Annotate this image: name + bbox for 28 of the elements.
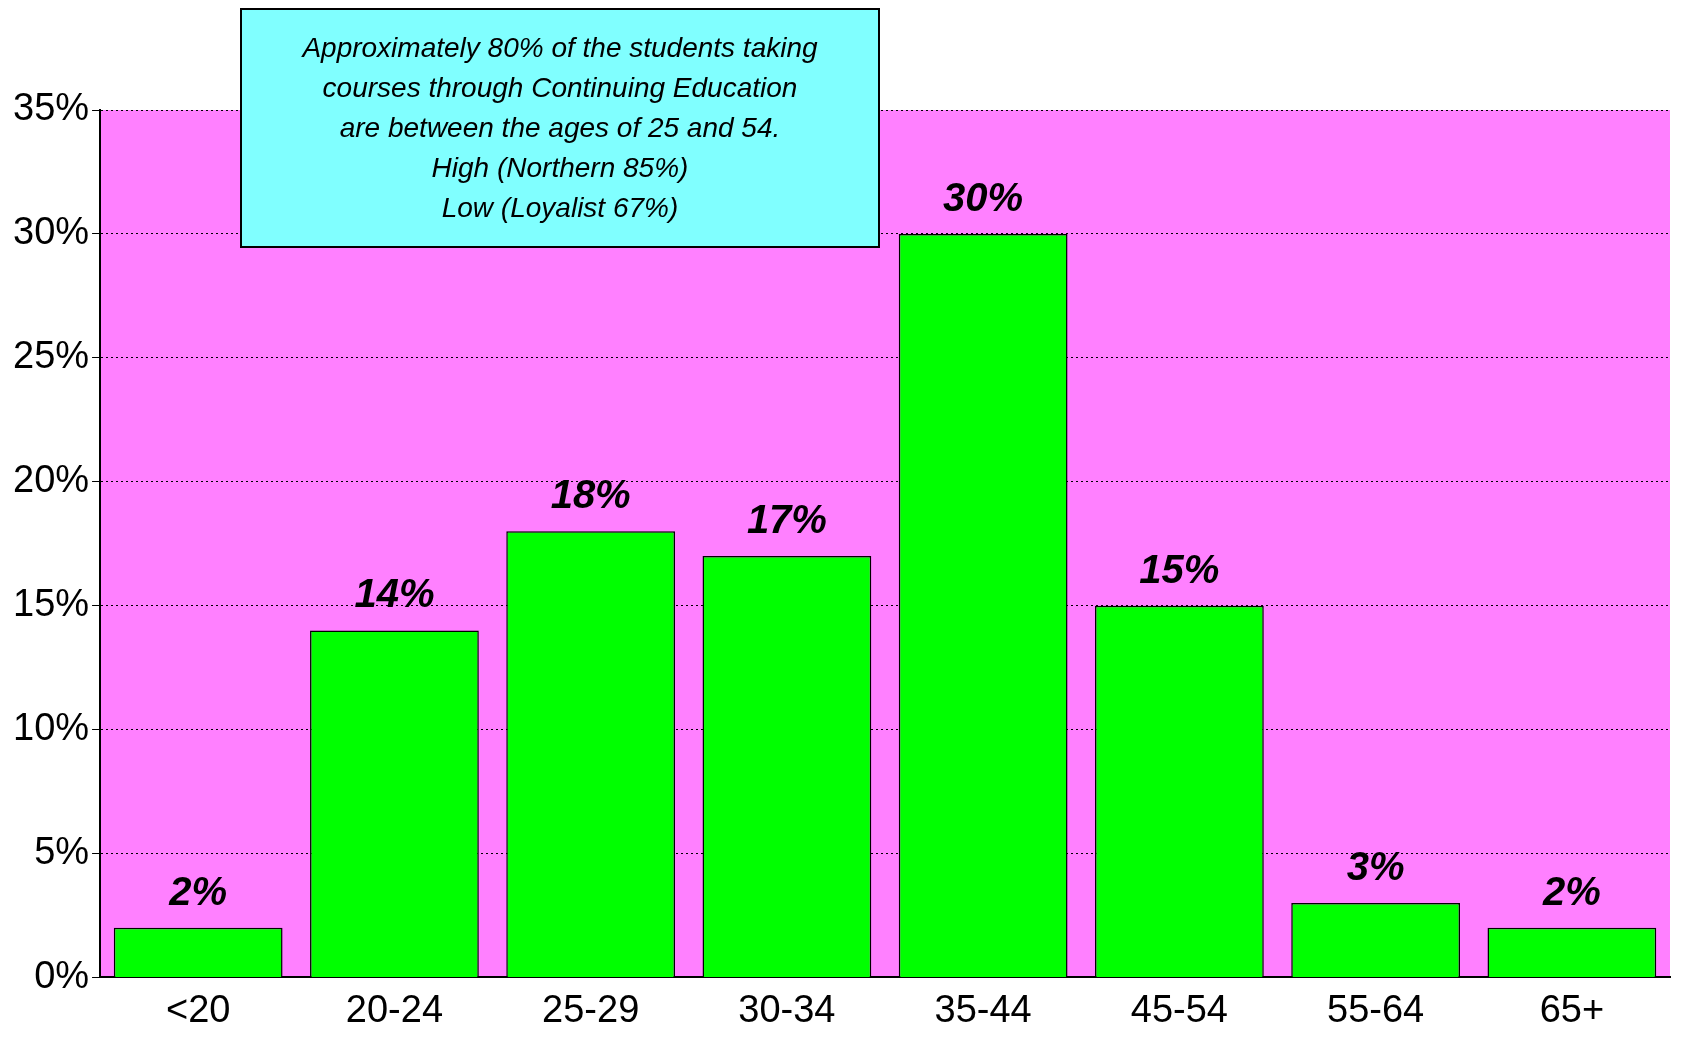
- annotation: High (Northern 85%): [430, 151, 690, 185]
- y-tick-label: 25%: [12, 334, 90, 377]
- data-label: 2%: [168, 868, 228, 913]
- data-label: 15%: [1139, 546, 1220, 591]
- annotation: are between the ages of 25 and 54.: [338, 111, 782, 145]
- x-tick-label: 55-64: [1327, 987, 1425, 1030]
- y-tick-label: 30%: [12, 210, 90, 253]
- x-tick-label: 35-44: [934, 987, 1032, 1030]
- annotation: Low (Loyalist 67%): [440, 191, 680, 225]
- y-tick-label: 35%: [12, 86, 90, 129]
- data-label: 2%: [1541, 868, 1601, 913]
- x-tick-label: 20-24: [345, 987, 444, 1030]
- data-label: 17%: [746, 497, 827, 542]
- data-label: 30%: [943, 174, 1024, 219]
- y-tick-label: 10%: [12, 706, 90, 749]
- note-box: Approximately 80% of the students taking courses through Continuing Education are between the ages of 25 and 54. High (Northern 85%) Low (Loyalist 67%): [240, 8, 880, 248]
- x-tick-label: 65+: [1539, 987, 1605, 1030]
- x-tick-label: 30-34: [738, 987, 836, 1030]
- x-tick-label: 25-29: [542, 987, 640, 1030]
- y-tick-label: 15%: [12, 582, 90, 625]
- data-label: 14%: [354, 571, 435, 616]
- y-tick-label: 20%: [12, 458, 90, 501]
- data-label: 18%: [550, 472, 631, 517]
- data-label: 3%: [1346, 844, 1405, 889]
- y-tick-label: 5%: [34, 829, 90, 872]
- x-tick-label: 45-54: [1130, 987, 1228, 1030]
- x-tick-label: <20: [165, 987, 231, 1030]
- y-tick-label: 0%: [34, 953, 90, 996]
